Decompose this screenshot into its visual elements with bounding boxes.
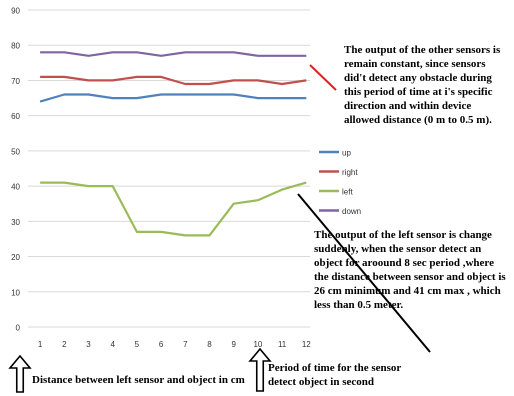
x-tick-label: 10 [253, 340, 262, 349]
y-tick-label: 30 [11, 218, 20, 227]
x-tick-label: 12 [302, 340, 311, 349]
x-tick-label: 11 [278, 340, 287, 349]
legend-label-up: up [342, 149, 351, 158]
x-tick-label: 8 [207, 340, 212, 349]
series-line-left [40, 181, 307, 237]
x-axis-note: Period of time for the sensor detect obj… [268, 362, 402, 388]
up-arrow-icon [8, 354, 32, 393]
x-axis-ticks: 1 2 3 4 5 6 7 8 9 10 11 12 [38, 340, 311, 349]
x-tick-label: 3 [86, 340, 91, 349]
y-tick-label: 40 [11, 183, 20, 192]
x-tick-label: 4 [110, 340, 115, 349]
up-arrow-icon [248, 347, 272, 392]
y-tick-label: 60 [11, 112, 20, 121]
annotation-arrows [8, 64, 431, 393]
legend-label-left: left [342, 188, 353, 197]
y-tick-label: 90 [11, 7, 20, 16]
y-tick-label: 50 [11, 147, 20, 156]
legend-label-down: down [342, 207, 361, 216]
x-tick-label: 9 [231, 340, 236, 349]
black-pointer-line [297, 193, 431, 353]
gridlines [28, 9, 310, 328]
y-tick-label: 70 [11, 77, 20, 86]
x-tick-label: 5 [135, 340, 140, 349]
series-line-down [40, 51, 307, 57]
y-tick-label: 0 [16, 324, 21, 333]
series-lines [39, 51, 307, 237]
y-axis-note: Distance between left sensor and object … [32, 374, 245, 386]
legend: up right left down [319, 149, 361, 216]
y-tick-label: 20 [11, 253, 20, 262]
x-tick-label: 7 [183, 340, 188, 349]
y-tick-label: 80 [11, 42, 20, 51]
x-tick-label: 2 [62, 340, 67, 349]
x-tick-label: 6 [159, 340, 164, 349]
x-tick-label: 1 [38, 340, 43, 349]
red-pointer-line [309, 64, 337, 91]
bottom-annotation: The output of the left sensor is change … [314, 229, 506, 311]
legend-label-right: right [342, 168, 358, 177]
top-annotation: The output of the other sensors is remai… [344, 44, 501, 126]
y-axis-ticks: 0 10 20 30 40 50 60 70 80 90 [11, 7, 20, 333]
series-line-right [40, 75, 307, 86]
series-line-up [39, 93, 307, 103]
y-tick-label: 10 [11, 288, 20, 297]
